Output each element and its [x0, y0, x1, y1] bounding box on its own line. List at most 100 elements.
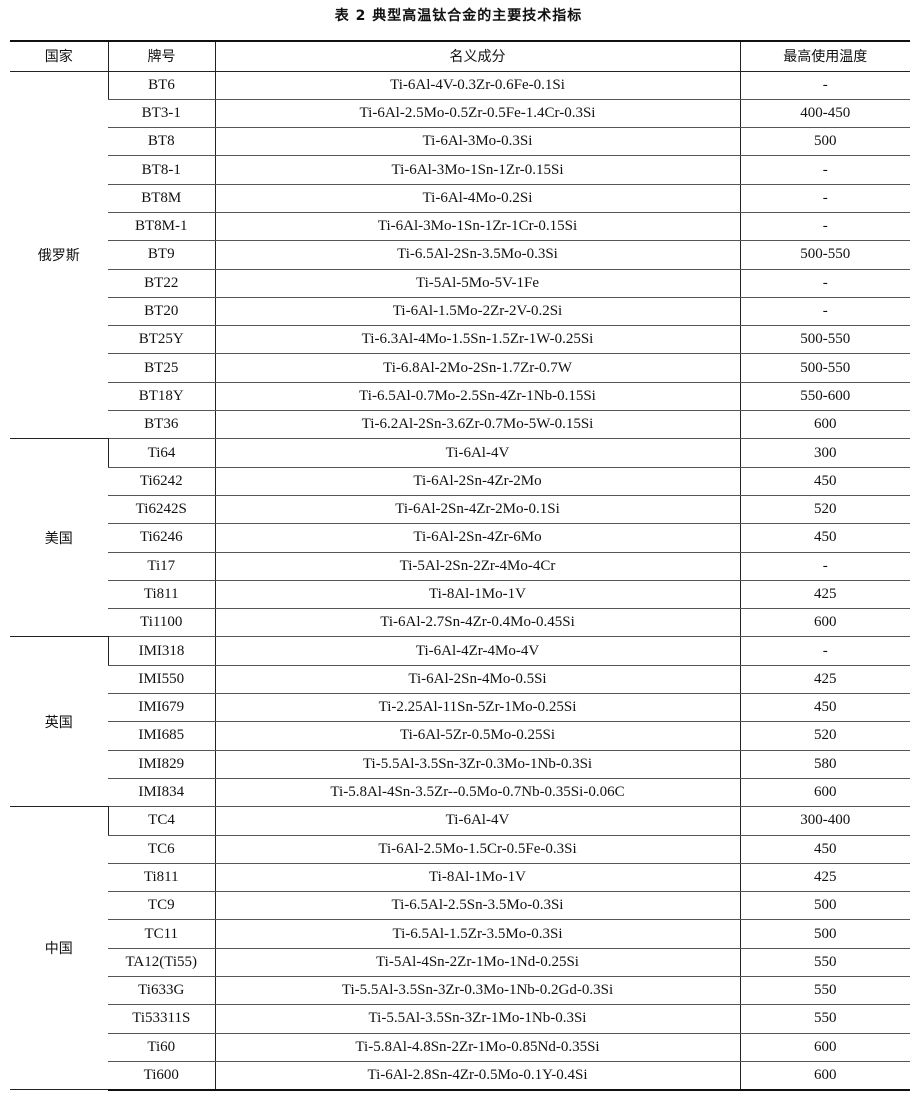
table-row: 英国 IMI318 Ti-6Al-4Zr-4Mo-4V - [10, 636, 910, 808]
table-row: Ti6246 Ti-6Al-2Sn-4Zr-6Mo 450 [10, 523, 910, 553]
composition-cell: Ti-6Al-4Zr-4Mo-4V [214, 636, 740, 666]
max-temp-cell: 425 [739, 665, 910, 695]
composition-cell: Ti-6Al-2Sn-4Zr-6Mo [214, 523, 740, 553]
grade-cell: BT6 [107, 71, 215, 100]
grade-cell: IMI834 [108, 778, 215, 808]
table-row: IMI834 Ti-5.8Al-4Sn-3.5Zr--0.5Mo-0.7Nb-0.… [10, 778, 910, 808]
composition-cell: Ti-6Al-4V-0.3Zr-0.6Fe-0.1Si [214, 71, 740, 100]
header-country: 国家 [10, 40, 108, 72]
table-row: BT20 Ti-6Al-1.5Mo-2Zr-2V-0.2Si - [10, 297, 910, 327]
grade-cell: BT8 [108, 127, 215, 157]
composition-cell: Ti-5Al-5Mo-5V-1Fe [214, 269, 740, 298]
table-row: Ti811 Ti-8Al-1Mo-1V 425 [10, 580, 910, 610]
composition-cell: Ti-6Al-3Mo-0.3Si [214, 127, 740, 157]
composition-cell: Ti-5.8Al-4.8Sn-2Zr-1Mo-0.85Nd-0.35Si [214, 1033, 740, 1062]
table-row: BT8M Ti-6Al-4Mo-0.2Si - [10, 184, 910, 213]
composition-cell: Ti-6Al-2Sn-4Zr-2Mo [214, 467, 740, 496]
grade-cell: Ti811 [108, 580, 215, 610]
grade-cell: BT20 [108, 297, 215, 327]
grade-cell: BT8M [108, 184, 215, 213]
max-temp-cell: - [739, 71, 910, 100]
max-temp-cell: 450 [739, 467, 910, 496]
composition-cell: Ti-6Al-4V [214, 438, 740, 468]
max-temp-cell: 600 [739, 608, 910, 638]
composition-cell: Ti-5.8Al-4Sn-3.5Zr--0.5Mo-0.7Nb-0.35Si-0… [214, 778, 740, 808]
max-temp-cell: 425 [739, 580, 910, 610]
composition-cell: Ti-5.5Al-3.5Sn-3Zr-0.3Mo-1Nb-0.2Gd-0.3Si [214, 976, 740, 1006]
table-row: Ti633G Ti-5.5Al-3.5Sn-3Zr-0.3Mo-1Nb-0.2Gd… [10, 976, 910, 1006]
grade-cell: Ti6242 [108, 467, 215, 496]
max-temp-cell: 550-600 [739, 382, 910, 412]
header-row: 国家 牌号 名义成分 最高使用温度 [10, 40, 910, 72]
composition-cell: Ti-6Al-2.8Sn-4Zr-0.5Mo-0.1Y-0.4Si [214, 1061, 740, 1091]
composition-cell: Ti-6.8Al-2Mo-2Sn-1.7Zr-0.7W [214, 353, 740, 383]
composition-cell: Ti-5Al-2Sn-2Zr-4Mo-4Cr [214, 552, 740, 581]
max-temp-cell: 600 [739, 1033, 910, 1062]
max-temp-cell: 400-450 [739, 99, 910, 129]
max-temp-cell: - [739, 155, 910, 185]
table-row: BT8M-1 Ti-6Al-3Mo-1Sn-1Zr-1Cr-0.15Si - [10, 212, 910, 242]
grade-cell: Ti633G [108, 976, 215, 1006]
max-temp-cell: - [739, 212, 910, 242]
composition-cell: Ti-6.5Al-2.5Sn-3.5Mo-0.3Si [214, 891, 740, 921]
max-temp-cell: 550 [739, 948, 910, 978]
composition-cell: Ti-6Al-2.7Sn-4Zr-0.4Mo-0.45Si [214, 608, 740, 638]
table-row: BT25Y Ti-6.3Al-4Mo-1.5Sn-1.5Zr-1W-0.25Si 5… [10, 325, 910, 355]
max-temp-cell: 450 [739, 523, 910, 553]
max-temp-cell: 520 [739, 495, 910, 525]
header-grade: 牌号 [107, 40, 215, 72]
grade-cell: IMI829 [108, 750, 215, 779]
grade-cell: Ti53311S [108, 1004, 215, 1034]
max-temp-cell: 500-550 [739, 353, 910, 383]
composition-cell: Ti-6.5Al-0.7Mo-2.5Sn-4Zr-1Nb-0.15Si [214, 382, 740, 412]
composition-cell: Ti-6Al-3Mo-1Sn-1Zr-1Cr-0.15Si [214, 212, 740, 242]
max-temp-cell: 600 [739, 778, 910, 808]
grade-cell: Ti17 [108, 552, 215, 581]
max-temp-cell: 600 [739, 410, 910, 440]
max-temp-cell: 300-400 [739, 806, 910, 836]
table-row: BT36 Ti-6.2Al-2Sn-3.6Zr-0.7Mo-5W-0.15Si 60… [10, 410, 910, 440]
max-temp-cell: 500-550 [739, 325, 910, 355]
grade-cell: BT8-1 [108, 155, 215, 185]
max-temp-cell: 600 [739, 1061, 910, 1091]
max-temp-cell: 500 [739, 891, 910, 921]
table-row: Ti600 Ti-6Al-2.8Sn-4Zr-0.5Mo-0.1Y-0.4Si 60… [10, 1061, 910, 1091]
composition-cell: Ti-5.5Al-3.5Sn-3Zr-1Mo-1Nb-0.3Si [214, 1004, 740, 1034]
max-temp-cell: 450 [739, 693, 910, 723]
max-temp-cell: 520 [739, 721, 910, 751]
composition-cell: Ti-2.25Al-11Sn-5Zr-1Mo-0.25Si [214, 693, 740, 723]
max-temp-cell: - [739, 269, 910, 298]
grade-cell: Ti1100 [108, 608, 215, 638]
max-temp-cell: - [739, 297, 910, 327]
country-cell: 美国 [10, 438, 108, 638]
table-row: BT8-1 Ti-6Al-3Mo-1Sn-1Zr-0.15Si - [10, 155, 910, 185]
grade-cell: TC4 [107, 806, 215, 836]
composition-cell: Ti-8Al-1Mo-1V [214, 863, 740, 893]
composition-cell: Ti-6Al-4V [214, 806, 740, 836]
grade-cell: IMI685 [108, 721, 215, 751]
header-max-temp: 最高使用温度 [739, 40, 910, 72]
table-row: BT25 Ti-6.8Al-2Mo-2Sn-1.7Zr-0.7W 500-550 [10, 353, 910, 383]
composition-cell: Ti-6Al-2Sn-4Mo-0.5Si [214, 665, 740, 695]
table-row: Ti6242S Ti-6Al-2Sn-4Zr-2Mo-0.1Si 520 [10, 495, 910, 525]
grade-cell: IMI318 [107, 636, 215, 666]
composition-cell: Ti-6.5Al-2Sn-3.5Mo-0.3Si [214, 240, 740, 270]
country-cell: 英国 [10, 636, 108, 808]
max-temp-cell: - [739, 184, 910, 213]
table-row: 美国 Ti64 Ti-6Al-4V 300 [10, 438, 910, 638]
table-row: TC6 Ti-6Al-2.5Mo-1.5Cr-0.5Fe-0.3Si 450 [10, 835, 910, 864]
table-row: 中国 TC4 Ti-6Al-4V 300-400 [10, 806, 910, 1091]
grade-cell: TC11 [108, 919, 215, 949]
composition-cell: Ti-5Al-4Sn-2Zr-1Mo-1Nd-0.25Si [214, 948, 740, 978]
max-temp-cell: 550 [739, 976, 910, 1006]
header-composition: 名义成分 [214, 40, 740, 72]
composition-cell: Ti-6Al-2.5Mo-0.5Zr-0.5Fe-1.4Cr-0.3Si [214, 99, 740, 129]
composition-cell: Ti-6.5Al-1.5Zr-3.5Mo-0.3Si [214, 919, 740, 949]
composition-cell: Ti-6Al-2Sn-4Zr-2Mo-0.1Si [214, 495, 740, 525]
table-row: Ti17 Ti-5Al-2Sn-2Zr-4Mo-4Cr - [10, 552, 910, 581]
table-row: 俄罗斯 BT6 Ti-6Al-4V-0.3Zr-0.6Fe-0.1Si - [10, 71, 910, 440]
max-temp-cell: 500 [739, 919, 910, 949]
composition-cell: Ti-6Al-4Mo-0.2Si [214, 184, 740, 213]
grade-cell: BT22 [108, 269, 215, 298]
alloy-table: 国家 牌号 名义成分 最高使用温度 俄罗斯 BT6 Ti-6Al-4V-0.3Zr-… [10, 40, 910, 1091]
